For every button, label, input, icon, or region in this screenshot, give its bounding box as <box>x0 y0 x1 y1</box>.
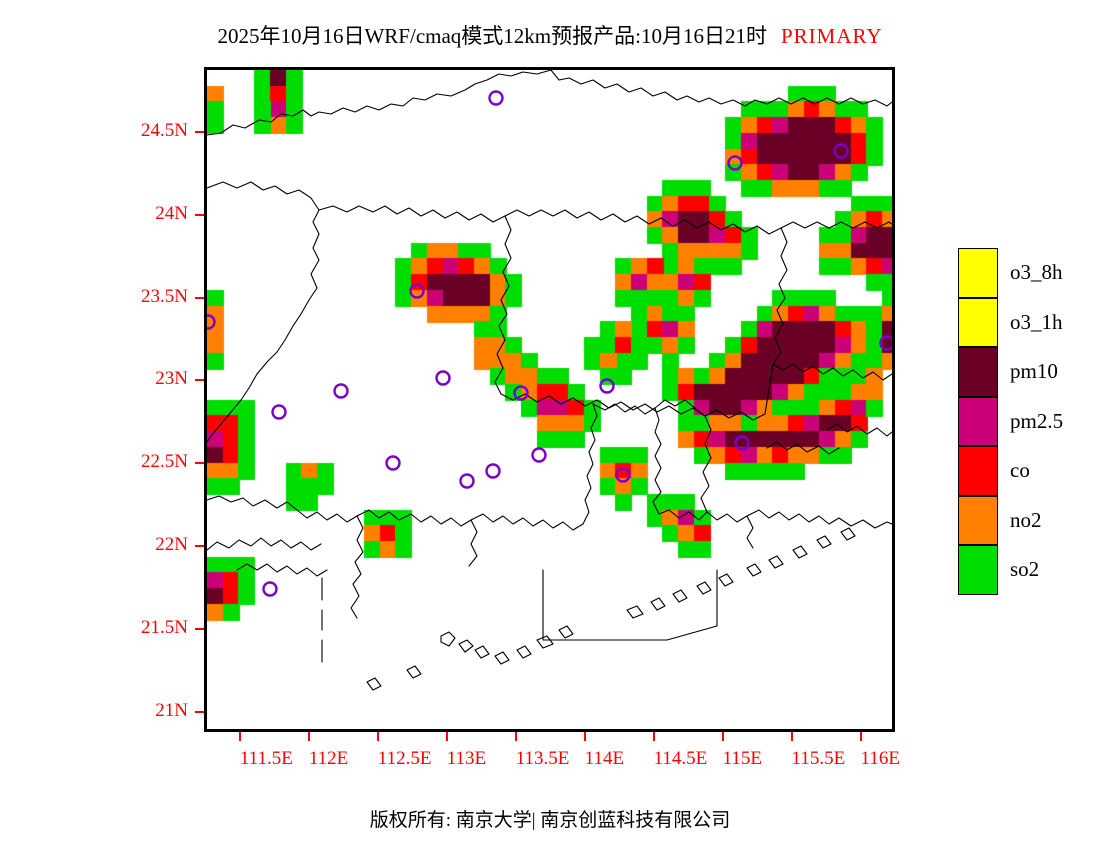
x-tick-label-5: 114E <box>584 748 625 769</box>
y-tick-label-3: 23N <box>155 368 188 390</box>
y-tick-label-4: 22.5N <box>141 451 188 473</box>
title-main-text: 2025年10月16日WRF/cmaq模式12km预报产品:10月16日21时 <box>217 24 767 48</box>
x-tick-label-4: 113.5E <box>515 748 570 769</box>
x-tick-6 <box>652 732 655 741</box>
administrative-boundary-layer <box>207 70 892 691</box>
copyright-footer: 版权所有: 南京大学| 南京创蓝科技有限公司 <box>369 810 731 831</box>
station-marker-16[interactable] <box>485 463 501 479</box>
station-marker-11[interactable] <box>385 455 401 471</box>
y-tick-label-2: 23.5N <box>141 285 188 307</box>
y-tick-label-0: 24.5N <box>141 119 188 141</box>
y-tick-4 <box>195 462 204 465</box>
y-tick-2 <box>195 296 204 299</box>
legend-label-o3-8h: o3_8h <box>1010 260 1063 284</box>
y-tick-label-7: 21N <box>155 700 188 722</box>
y-tick-label-1: 24N <box>155 202 188 224</box>
station-marker-3[interactable] <box>207 314 216 330</box>
y-tick-label-6: 21.5N <box>141 617 188 639</box>
y-tick-3 <box>195 379 204 382</box>
x-tick-label-1: 112E <box>308 748 349 769</box>
station-marker-0[interactable] <box>488 90 504 106</box>
legend-swatch-o3-8h <box>958 248 998 298</box>
x-tick-3 <box>445 732 448 741</box>
station-marker-17[interactable] <box>531 447 547 463</box>
station-marker-15[interactable] <box>615 467 631 483</box>
legend-label-pm10: pm10 <box>1010 359 1058 383</box>
x-tick-1 <box>307 732 310 741</box>
y-tick-0 <box>195 130 204 133</box>
legend-swatch-pm10 <box>958 347 998 397</box>
y-tick-6 <box>195 628 204 631</box>
station-marker-1[interactable] <box>833 143 849 159</box>
x-tick-label-0: 111.5E <box>239 748 293 769</box>
pollutant-grid-layer <box>207 70 892 729</box>
legend-swatch-co <box>958 446 998 496</box>
x-tick-label-9: 116E <box>860 748 900 769</box>
station-marker-8[interactable] <box>271 404 287 420</box>
map-clip-region <box>207 70 892 729</box>
x-tick-5 <box>583 732 586 741</box>
y-tick-label-5: 22N <box>155 534 188 556</box>
x-tick-label-8: 115.5E <box>791 748 846 769</box>
legend-label-pm2-5: pm2.5 <box>1010 408 1064 433</box>
x-tick-7 <box>721 732 724 741</box>
y-tick-5 <box>195 545 204 548</box>
x-tick-label-3: 113E <box>446 748 487 769</box>
station-marker-7[interactable] <box>599 378 615 394</box>
x-tick-4 <box>514 732 517 741</box>
station-marker-13[interactable] <box>879 335 893 351</box>
x-tick-label-6: 114.5E <box>653 748 708 769</box>
station-marker-5[interactable] <box>435 370 451 386</box>
legend-label-so2: so2 <box>1010 557 1040 581</box>
station-marker-4[interactable] <box>333 383 349 399</box>
chart-title: 2025年10月16日WRF/cmaq模式12km预报产品:10月16日21时 P… <box>0 20 1100 50</box>
x-tick-9 <box>859 732 862 741</box>
map-plot-panel[interactable] <box>204 67 895 732</box>
monitoring-station-layer <box>207 90 893 597</box>
legend-swatch-no2 <box>958 495 998 545</box>
x-tick-8 <box>790 732 793 741</box>
x-tick-label-2: 112.5E <box>377 748 432 769</box>
y-tick-7 <box>195 711 204 714</box>
title-primary-label: PRIMARY <box>780 24 883 48</box>
legend-label-co: co <box>1010 458 1030 482</box>
legend-label-o3-1h: o3_1h <box>1010 309 1063 334</box>
station-marker-2[interactable] <box>409 283 425 299</box>
station-marker-14[interactable] <box>734 435 750 451</box>
legend-swatch-so2 <box>958 545 998 595</box>
y-tick-1 <box>195 213 204 216</box>
station-marker-9[interactable] <box>262 581 278 597</box>
legend-label-no2: no2 <box>1010 507 1042 532</box>
x-tick-0 <box>238 732 241 741</box>
station-marker-12[interactable] <box>727 155 743 171</box>
x-tick-label-7: 115E <box>722 748 763 769</box>
legend-swatch-o3-1h <box>958 297 998 347</box>
x-tick-2 <box>376 732 379 741</box>
legend-swatch-pm2-5 <box>958 396 998 446</box>
station-marker-10[interactable] <box>459 473 475 489</box>
station-marker-6[interactable] <box>513 385 529 401</box>
